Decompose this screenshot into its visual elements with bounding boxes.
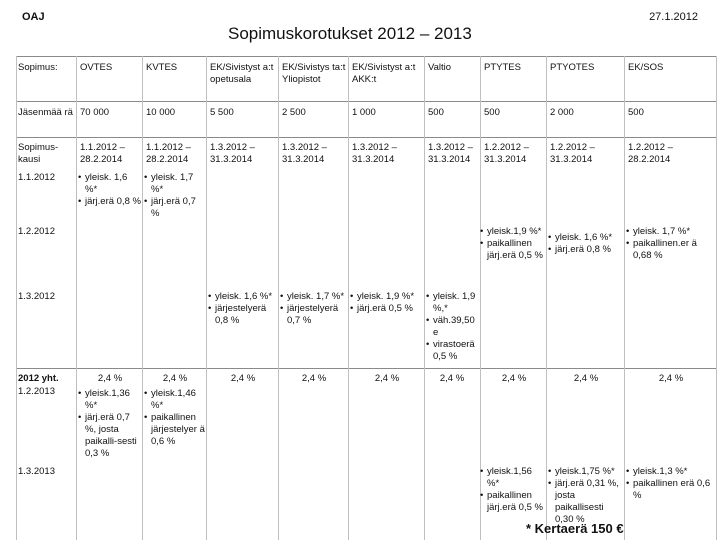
row-label: 1.1.2012 [18, 172, 55, 183]
total-cell: 2,4 % [439, 373, 465, 384]
list-item: järjestelyerä 0,7 % [280, 303, 348, 327]
col-header: Sopimus: [18, 62, 58, 73]
list-item: paikallinen järj.erä 0,5 % [480, 238, 544, 262]
list-item: yleisk.1,3 %* [626, 466, 716, 478]
row-label: 1.2.2012 [18, 226, 55, 237]
table-cell: 70 000 [80, 107, 110, 118]
list-item: yleisk.1,56 %* [480, 466, 544, 490]
col-header: EK/SOS [628, 62, 664, 73]
col-header: EK/Sivistyst a:t AKK:t [352, 62, 416, 85]
row-label: 2012 yht. [18, 373, 59, 384]
page-title: Sopimuskorotukset 2012 – 2013 [228, 24, 472, 43]
table-cell: 1.3.2012 – 31.3.2014 [428, 142, 473, 165]
list-item: yleisk. 1,6 %* [78, 172, 142, 196]
table-cell: 1.1.2012 – 28.2.2014 [146, 142, 191, 165]
list-item: paikallinen.er ä 0,68 % [626, 238, 716, 262]
list-item: järj.erä 0,5 % [350, 303, 424, 315]
list-item: yleisk. 1,6 %* [548, 232, 622, 244]
table-cell: 10 000 [146, 107, 176, 118]
table-cell: 500 [628, 107, 644, 118]
col-header: PTYTES [484, 62, 521, 73]
list-item: yleisk.1,46 %* [144, 388, 206, 412]
list-item: yleisk. 1,9 %,* [426, 291, 480, 315]
list-item: järj.erä 0,7 % [144, 196, 206, 220]
list-item: paikallinen järj.erä 0,5 % [480, 490, 544, 514]
list-item: yleisk. 1,7 %* [144, 172, 206, 196]
table-cell: 1.3.2012 – 31.3.2014 [210, 142, 255, 165]
table-cell: 1.2.2012 – 28.2.2014 [628, 142, 673, 165]
table-cell: 1.3.2012 – 31.3.2014 [352, 142, 397, 165]
list-item: paikallinen erä 0,6 % [626, 478, 716, 502]
increase-list: yleisk. 1,6 %* järj.erä 0,8 % [78, 172, 142, 208]
col-header: Valtio [428, 62, 452, 73]
table-cell: 1.1.2012 – 28.2.2014 [80, 142, 125, 165]
table-cell: 1 000 [352, 107, 376, 118]
list-item: yleisk.1,75 %* [548, 466, 622, 478]
list-item: yleisk. 1,9 %* [350, 291, 424, 303]
list-item: yleisk.1,36 %* [78, 388, 142, 412]
total-cell: 2,4 % [374, 373, 400, 384]
row-label: 1.3.2012 [18, 291, 55, 302]
footnote: * Kertaerä 150 € [526, 521, 624, 536]
row-label: 1.3.2013 [18, 466, 55, 477]
list-item: yleisk.1,9 %* [480, 226, 544, 238]
total-cell: 2,4 % [658, 373, 684, 384]
list-item: yleisk. 1,6 %* [208, 291, 278, 303]
total-cell: 2,4 % [97, 373, 123, 384]
increase-list: yleisk.1,46 %* paikallinen järjestelyer … [144, 388, 206, 448]
increase-list: yleisk. 1,7 %* järjestelyerä 0,7 % [280, 291, 348, 327]
table-cell: 500 [428, 107, 444, 118]
col-header: EK/Sivistys ta:t Yliopistot [282, 62, 346, 85]
total-cell: 2,4 % [230, 373, 256, 384]
row-label: Jäsenmää rä [18, 107, 73, 118]
table-cell: 500 [484, 107, 500, 118]
table-cell: 1.2.2012 – 31.3.2014 [550, 142, 595, 165]
col-header: OVTES [80, 62, 113, 73]
total-cell: 2,4 % [301, 373, 327, 384]
col-header: EK/Sivistyst a:t opetusala [210, 62, 274, 85]
list-item: järj.erä 0,31 %, josta paikallisesti 0,3… [548, 478, 622, 526]
increase-list: yleisk. 1,6 %* järjestelyerä 0,8 % [208, 291, 278, 327]
increase-list: yleisk.1,3 %* paikallinen erä 0,6 % [626, 466, 716, 502]
list-item: järj.erä 0,8 % [78, 196, 142, 208]
increase-list: yleisk. 1,9 %* järj.erä 0,5 % [350, 291, 424, 315]
col-header: KVTES [146, 62, 178, 73]
increase-list: yleisk.1,36 %* järj.erä 0,7 %, josta pai… [78, 388, 142, 460]
total-cell: 2,4 % [573, 373, 599, 384]
table-cell: 1.3.2012 – 31.3.2014 [282, 142, 327, 165]
list-item: yleisk. 1,7 %* [626, 226, 716, 238]
total-cell: 2,4 % [501, 373, 527, 384]
table-cell: 2 500 [282, 107, 306, 118]
increase-list: yleisk. 1,7 %* järj.erä 0,7 % [144, 172, 206, 220]
list-item: väh.39,50 e [426, 315, 480, 339]
increase-list: yleisk. 1,9 %,* väh.39,50 e virastoerä 0… [426, 291, 480, 363]
row-label: Sopimus-kausi [18, 142, 59, 165]
list-item: järj.erä 0,7 %, josta paikalli-sesti 0,3… [78, 412, 142, 460]
header-date: 27.1.2012 [649, 11, 698, 23]
table-cell: 2 000 [550, 107, 574, 118]
list-item: paikallinen järjestelyer ä 0,6 % [144, 412, 206, 448]
total-cell: 2,4 % [162, 373, 188, 384]
list-item: järj.erä 0,8 % [548, 244, 622, 256]
table-cell: 1.2.2012 – 31.3.2014 [484, 142, 529, 165]
increase-list: yleisk.1,56 %* paikallinen järj.erä 0,5 … [480, 466, 544, 514]
increase-list: yleisk. 1,6 %* järj.erä 0,8 % [548, 232, 622, 256]
increase-list: yleisk.1,9 %* paikallinen järj.erä 0,5 % [480, 226, 544, 262]
table-cell: 5 500 [210, 107, 234, 118]
list-item: järjestelyerä 0,8 % [208, 303, 278, 327]
col-header: PTYOTES [550, 62, 595, 73]
increase-list: yleisk.1,75 %* järj.erä 0,31 %, josta pa… [548, 466, 622, 540]
list-item: virastoerä 0,5 % [426, 339, 480, 363]
list-item: yleisk. 1,7 %* [280, 291, 348, 303]
header-org: OAJ [22, 11, 45, 23]
row-label: 1.2.2013 [18, 386, 55, 397]
increase-list: yleisk. 1,7 %* paikallinen.er ä 0,68 % [626, 226, 716, 262]
